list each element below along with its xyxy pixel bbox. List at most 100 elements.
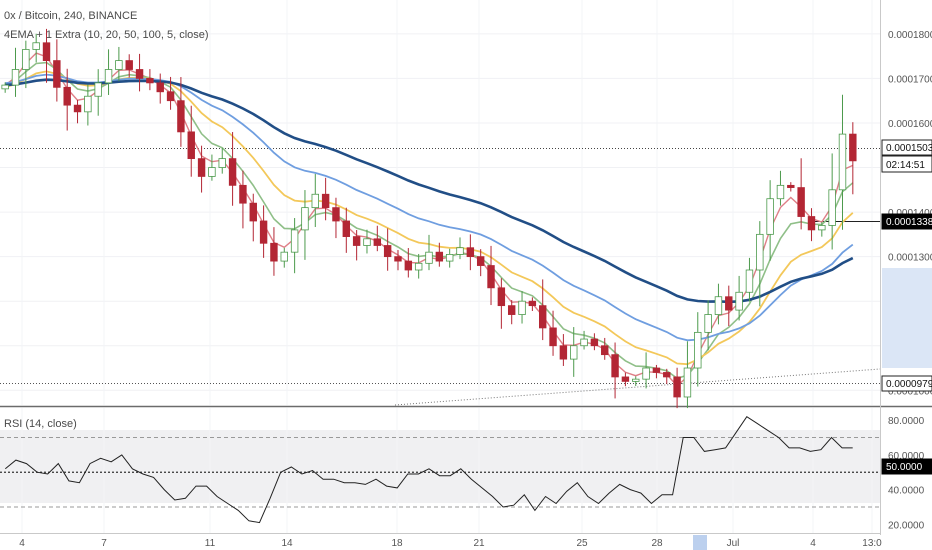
candle-body[interactable] xyxy=(42,42,51,61)
time-tick-label: 28 xyxy=(651,538,663,549)
candle-body[interactable] xyxy=(63,86,71,106)
price-tags: 0.00015034 02:14:51 0.00013386 0.00009791 50… xyxy=(881,139,932,475)
candle-body[interactable] xyxy=(177,100,185,133)
candle-body[interactable] xyxy=(435,251,444,262)
candle-body[interactable] xyxy=(838,133,847,191)
candle-body[interactable] xyxy=(270,242,278,262)
candle-body[interactable] xyxy=(1,84,9,90)
candle-body[interactable] xyxy=(394,256,402,262)
candle-body[interactable] xyxy=(187,131,195,160)
candle-body[interactable] xyxy=(146,78,154,84)
candle-body[interactable] xyxy=(311,193,319,209)
candle-body[interactable] xyxy=(580,338,588,347)
candle-body[interactable] xyxy=(197,158,206,177)
candle-body[interactable] xyxy=(497,287,506,307)
candle-body[interactable] xyxy=(125,60,133,70)
candle-body[interactable] xyxy=(84,95,92,113)
candle-body[interactable] xyxy=(807,216,816,231)
candle-body[interactable] xyxy=(694,331,702,369)
candle-body[interactable] xyxy=(663,372,671,378)
candle-body[interactable] xyxy=(259,220,268,244)
candle-body[interactable] xyxy=(280,251,288,262)
candle-body[interactable] xyxy=(249,202,257,222)
candle-body[interactable] xyxy=(414,262,423,271)
candle-body[interactable] xyxy=(725,296,733,311)
candle-body[interactable] xyxy=(797,187,805,217)
candle-body[interactable] xyxy=(559,345,568,360)
candle-body[interactable] xyxy=(104,69,113,84)
candle-body[interactable] xyxy=(11,69,20,86)
candle-body[interactable] xyxy=(539,305,547,329)
rsi-tick-label: 40.0000 xyxy=(888,486,925,497)
candle-body[interactable] xyxy=(507,305,516,315)
price-axis-highlight xyxy=(882,268,932,368)
candle-body[interactable] xyxy=(632,378,640,382)
indicator-label[interactable]: 4EMA + 1 Extra (10, 20, 50, 100, 5, clos… xyxy=(4,29,209,41)
candle-body[interactable] xyxy=(115,60,123,70)
candle-body[interactable] xyxy=(363,238,371,246)
candle-body[interactable] xyxy=(776,184,785,200)
candle-body[interactable] xyxy=(321,193,330,209)
candle-body[interactable] xyxy=(208,167,216,177)
candle-body[interactable] xyxy=(301,207,309,231)
axis-labels: 0.000180000.000170000.000160000.00015000… xyxy=(19,30,932,550)
candle-body[interactable] xyxy=(849,133,857,162)
candle-body[interactable] xyxy=(32,42,40,50)
candle-body[interactable] xyxy=(549,327,557,347)
candle-body[interactable] xyxy=(383,245,392,258)
candle-body[interactable] xyxy=(166,91,175,102)
candle-body[interactable] xyxy=(487,265,495,289)
price-tick-label: 0.00013000 xyxy=(888,253,932,264)
price-tick-label: 0.00016000 xyxy=(888,119,932,130)
candle-body[interactable] xyxy=(621,376,630,382)
candle-body[interactable] xyxy=(352,236,361,246)
candle-body[interactable] xyxy=(601,345,609,356)
candle-body[interactable] xyxy=(445,254,454,262)
candle-body[interactable] xyxy=(528,300,537,307)
candle-body[interactable] xyxy=(476,256,485,266)
candle-body[interactable] xyxy=(332,207,340,222)
candle-body[interactable] xyxy=(766,198,774,235)
candle-body[interactable] xyxy=(239,184,247,204)
candle-body[interactable] xyxy=(466,247,475,258)
candles[interactable] xyxy=(1,28,857,409)
candle-body[interactable] xyxy=(714,296,723,315)
rsi-lines xyxy=(0,416,880,524)
candle-body[interactable] xyxy=(342,220,351,237)
rsi-tick-label: 20.0000 xyxy=(888,520,925,531)
last-price-tag-bg xyxy=(881,139,932,156)
candle-body[interactable] xyxy=(425,251,433,264)
candle-body[interactable] xyxy=(735,291,743,311)
candle-body[interactable] xyxy=(22,49,30,70)
candle-body[interactable] xyxy=(73,104,82,113)
candle-body[interactable] xyxy=(611,354,619,378)
time-tick-label: 11 xyxy=(205,538,216,549)
candle-body[interactable] xyxy=(290,229,299,253)
candle-body[interactable] xyxy=(156,82,164,93)
candle-body[interactable] xyxy=(404,260,413,271)
candle-body[interactable] xyxy=(745,269,754,293)
candle-body[interactable] xyxy=(787,184,795,188)
price-tick-label: 0.00017000 xyxy=(888,74,932,85)
candle-body[interactable] xyxy=(818,225,826,231)
candle-body[interactable] xyxy=(218,158,226,168)
candle-body[interactable] xyxy=(704,314,712,333)
candle-body[interactable] xyxy=(94,82,102,97)
candle-body[interactable] xyxy=(135,69,144,79)
symbol-label[interactable]: 0x / Bitcoin, 240, BINANCE xyxy=(4,10,137,22)
candle-body[interactable] xyxy=(642,367,650,380)
candle-body[interactable] xyxy=(673,376,681,398)
candle-body[interactable] xyxy=(590,338,599,347)
candle-body[interactable] xyxy=(373,238,382,246)
candle-body[interactable] xyxy=(652,367,661,373)
candle-body[interactable] xyxy=(53,60,61,88)
candle-body[interactable] xyxy=(518,300,526,315)
candle-body[interactable] xyxy=(828,189,836,226)
candle-body[interactable] xyxy=(570,345,578,360)
candle-body[interactable] xyxy=(456,247,464,255)
rsi-label[interactable]: RSI (14, close) xyxy=(4,418,77,430)
candle-body[interactable] xyxy=(228,158,237,186)
candle-body[interactable] xyxy=(683,367,692,398)
candle-body[interactable] xyxy=(756,233,764,271)
